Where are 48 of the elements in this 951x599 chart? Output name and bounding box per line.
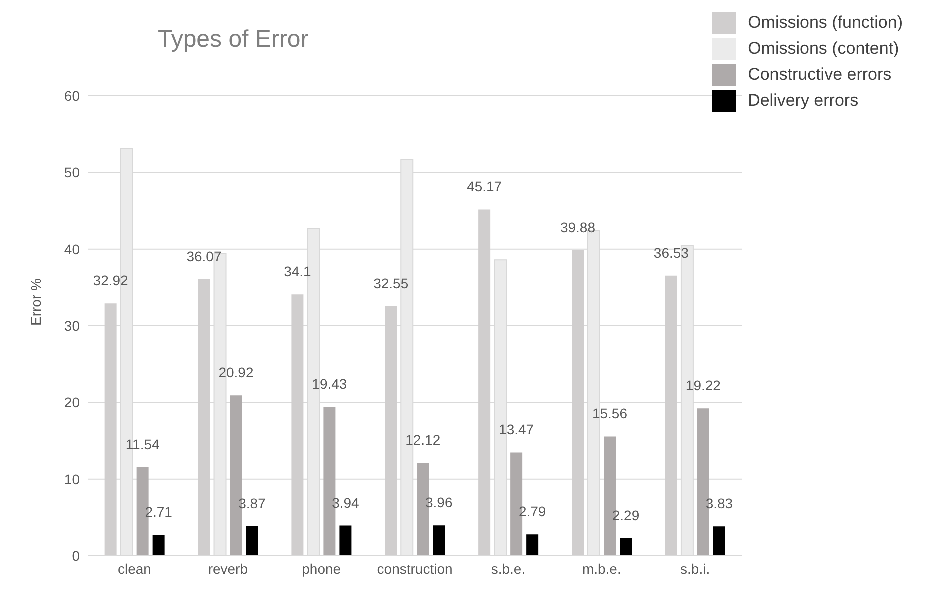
data-label: 19.43 — [312, 376, 348, 392]
data-label: 13.47 — [499, 422, 534, 438]
y-tick-label: 40 — [64, 241, 80, 258]
data-label: 36.07 — [186, 248, 222, 264]
data-label: 12.12 — [406, 432, 441, 448]
data-label: 45.17 — [467, 178, 502, 195]
bar — [713, 526, 726, 556]
bar — [340, 526, 352, 556]
x-tick-label: phone — [302, 560, 342, 577]
y-tick-label: 0 — [72, 548, 80, 564]
legend-label: Delivery errors — [748, 91, 859, 111]
data-label: 2.29 — [612, 507, 640, 524]
y-tick-label: 50 — [64, 164, 80, 181]
y-tick-label: 20 — [64, 394, 80, 411]
data-label: 36.53 — [654, 244, 690, 261]
data-label: 19.22 — [686, 378, 722, 394]
data-label: 39.88 — [560, 219, 596, 236]
x-tick-label: s.b.i. — [680, 560, 710, 577]
legend-label: Omissions (content) — [748, 39, 900, 59]
x-tick-label: construction — [377, 560, 453, 577]
data-label: 2.71 — [145, 504, 173, 520]
bar — [433, 526, 446, 556]
x-tick-label: m.b.e. — [582, 560, 622, 577]
x-tick-label: reverb — [208, 560, 248, 577]
legend-label: Omissions (function) — [748, 13, 903, 33]
data-label: 3.96 — [426, 494, 453, 511]
bar — [526, 534, 539, 556]
y-axis-title: Error % — [28, 278, 44, 326]
data-label: 34.1 — [284, 264, 312, 280]
bar — [246, 526, 258, 556]
y-tick-label: 10 — [64, 471, 80, 488]
data-label: 11.54 — [126, 436, 160, 453]
y-tick-label: 30 — [64, 318, 80, 334]
bar — [620, 538, 632, 556]
bar — [152, 535, 165, 556]
data-label: 32.92 — [93, 272, 129, 289]
chart-title: Types of Error — [158, 26, 309, 54]
data-label: 20.92 — [218, 364, 254, 381]
data-label: 3.94 — [332, 494, 360, 511]
y-tick-label: 60 — [64, 88, 80, 104]
data-label: 15.56 — [592, 406, 628, 422]
x-tick-label: s.b.e. — [491, 560, 526, 577]
data-label: 3.83 — [706, 496, 734, 512]
legend-label: Constructive errors — [748, 65, 892, 85]
x-tick-label: clean — [118, 560, 152, 577]
data-label: 2.79 — [518, 504, 546, 520]
data-label: 32.55 — [374, 275, 409, 292]
data-label: 3.87 — [238, 495, 266, 512]
